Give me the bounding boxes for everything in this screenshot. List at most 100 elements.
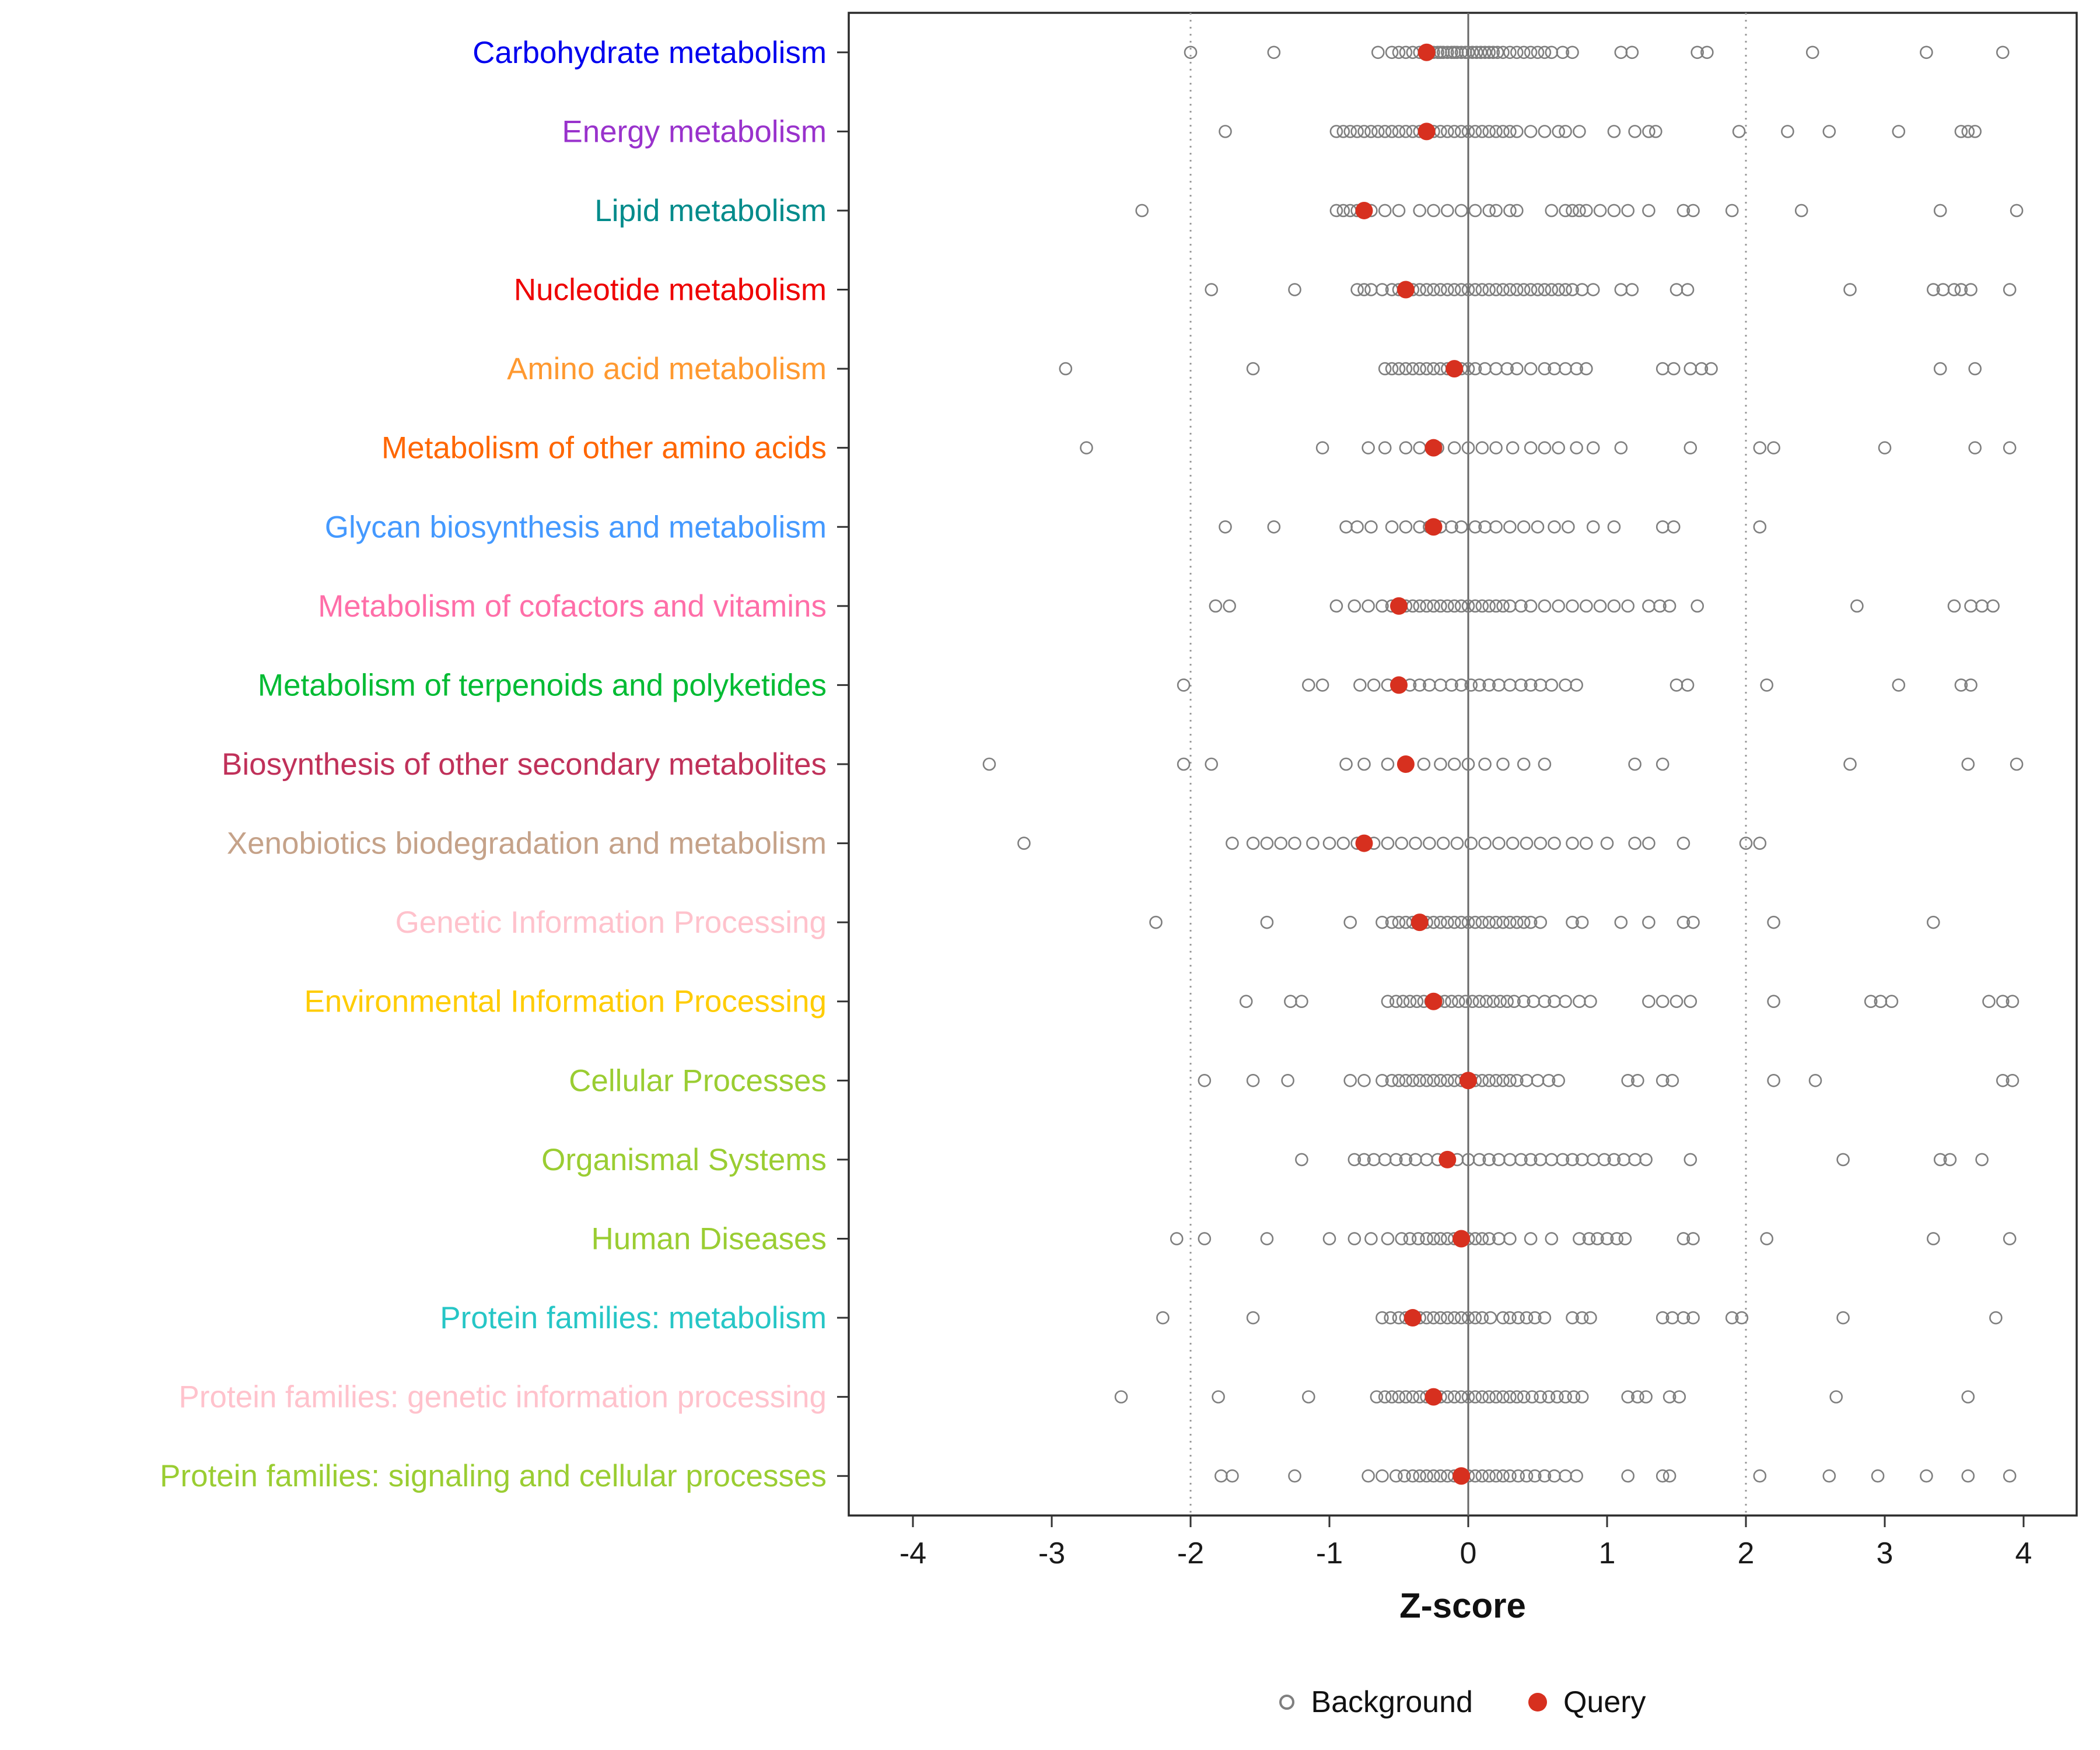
background-point — [1399, 1074, 1413, 1087]
background-point — [1548, 836, 1561, 850]
query-point — [1418, 123, 1436, 141]
background-point — [1364, 125, 1378, 138]
background-point — [1503, 1390, 1517, 1404]
background-point — [1850, 599, 1864, 613]
x-tick-label: 3 — [1877, 1536, 1894, 1570]
background-point — [1329, 204, 1343, 218]
background-point — [1510, 362, 1524, 376]
background-point — [1618, 1232, 1632, 1245]
background-point — [1427, 1232, 1440, 1245]
background-point — [1667, 520, 1681, 534]
background-point — [1420, 1232, 1433, 1245]
background-point — [1621, 1469, 1634, 1483]
background-point — [1517, 915, 1531, 929]
y-axis-label: Environmental Information Processing — [304, 985, 827, 1019]
background-point — [1399, 362, 1413, 376]
background-point — [1933, 362, 1947, 376]
background-point — [1441, 204, 1454, 218]
background-point — [1739, 836, 1753, 850]
background-point — [1496, 1469, 1510, 1483]
background-point — [1566, 46, 1579, 60]
background-point — [1417, 757, 1431, 771]
background-point — [1489, 520, 1503, 534]
background-point — [1447, 599, 1461, 613]
background-point — [1395, 1232, 1409, 1245]
background-point — [1597, 1153, 1611, 1167]
background-point — [1468, 915, 1482, 929]
background-point — [1676, 915, 1690, 929]
background-point — [1434, 1232, 1447, 1245]
background-point — [1767, 915, 1780, 929]
query-point — [1390, 676, 1408, 694]
background-point — [1496, 1390, 1510, 1404]
background-point — [1996, 46, 2010, 60]
background-point — [1964, 678, 1978, 692]
background-point — [1392, 204, 1406, 218]
background-point — [1392, 915, 1406, 929]
background-point — [1329, 125, 1343, 138]
background-point — [1464, 678, 1478, 692]
background-point — [1514, 599, 1528, 613]
background-point — [1517, 995, 1531, 1009]
query-point — [1446, 360, 1464, 378]
background-point — [1315, 441, 1329, 454]
background-point — [1600, 1232, 1614, 1245]
background-point — [1503, 204, 1517, 218]
background-point — [1461, 599, 1475, 613]
background-point — [1538, 995, 1552, 1009]
background-point — [1607, 204, 1621, 218]
background-point — [1474, 46, 1488, 60]
background-point — [1364, 520, 1378, 534]
background-point — [1767, 441, 1780, 454]
background-point — [1566, 204, 1579, 218]
background-point — [1528, 1311, 1542, 1325]
background-point — [1412, 1232, 1425, 1245]
background-point — [1552, 599, 1565, 613]
background-point — [1376, 1311, 1389, 1325]
background-point — [1686, 915, 1700, 929]
background-point — [1656, 1311, 1670, 1325]
background-point — [1573, 125, 1586, 138]
background-point — [1177, 757, 1191, 771]
background-point — [1538, 757, 1552, 771]
background-point — [1370, 1390, 1384, 1404]
background-point — [1399, 520, 1413, 534]
background-point — [1570, 362, 1583, 376]
query-point — [1424, 1388, 1443, 1406]
background-point — [1336, 204, 1350, 218]
background-point — [1475, 441, 1489, 454]
background-point — [1376, 283, 1389, 296]
background-point — [1420, 362, 1433, 376]
background-point — [1542, 1074, 1556, 1087]
background-point — [1399, 1153, 1413, 1167]
background-point — [1510, 1390, 1524, 1404]
y-axis-label: Xenobiotics biodegradation and metabolis… — [227, 827, 827, 861]
background-point — [1552, 125, 1565, 138]
background-point — [1246, 1311, 1260, 1325]
query-point — [1452, 1467, 1471, 1485]
background-point — [1760, 1232, 1773, 1245]
background-point — [1454, 678, 1468, 692]
background-point — [1559, 283, 1572, 296]
background-point — [1436, 836, 1450, 850]
background-point — [1378, 362, 1392, 376]
background-point — [1468, 1311, 1482, 1325]
background-point — [1348, 599, 1362, 613]
background-point — [1427, 204, 1440, 218]
background-point — [1475, 1469, 1489, 1483]
background-point — [1454, 1390, 1468, 1404]
background-point — [1406, 362, 1420, 376]
background-point — [1454, 915, 1468, 929]
background-point — [1385, 125, 1399, 138]
background-point — [1413, 599, 1426, 613]
background-point — [1642, 836, 1656, 850]
background-point — [2003, 441, 2017, 454]
background-point — [1170, 1232, 1184, 1245]
background-point — [1570, 678, 1583, 692]
background-point — [1447, 1311, 1461, 1325]
background-point — [1552, 1074, 1565, 1087]
background-point — [1920, 46, 1933, 60]
background-point — [1343, 1074, 1357, 1087]
background-point — [1573, 1232, 1586, 1245]
background-point — [1413, 204, 1426, 218]
